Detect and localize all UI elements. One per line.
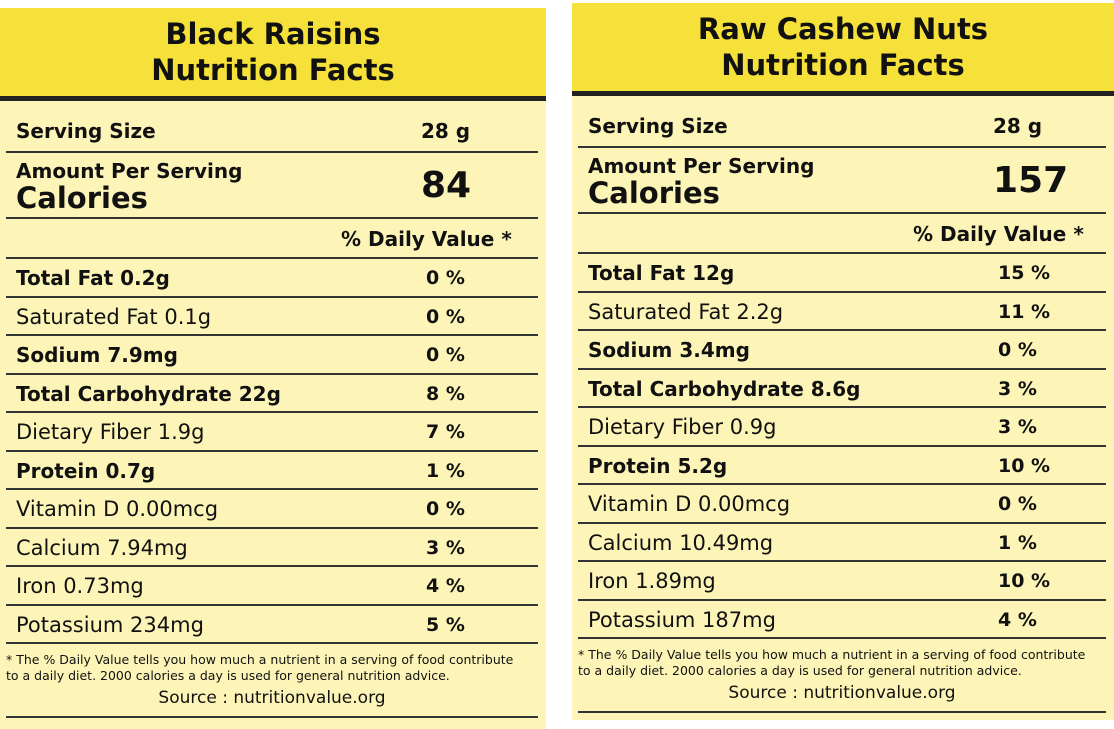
amount-label: Amount Per Serving	[16, 159, 243, 183]
nutrient-row: Total Carbohydrate 22g 8 %	[6, 375, 538, 413]
nutrient-label: Vitamin D 0.00mcg	[588, 492, 791, 516]
nutrient-value: 15 %	[998, 262, 1051, 284]
nutrient-row: Iron 1.89mg 10 %	[578, 562, 1106, 601]
nutrient-label: Potassium 234mg	[16, 612, 204, 637]
nutrient-label: Saturated Fat 2.2g	[588, 299, 784, 324]
nutrient-value: 0 %	[998, 339, 1037, 361]
serving-size-row: Serving Size 28 g	[578, 96, 1106, 148]
source: Source : nutritionvalue.org	[578, 683, 1106, 713]
nutrient-label: Total Carbohydrate 22g	[16, 381, 281, 406]
nutrient-value: 0 %	[998, 493, 1037, 515]
nutrient-row: Calcium 7.94mg 3 %	[6, 529, 538, 567]
calories-value: 84	[421, 165, 472, 206]
nutrient-row: Total Fat 0.2g 0 %	[6, 259, 538, 298]
nutrient-label: Sodium 3.4mg	[588, 338, 750, 362]
nutrient-row: Vitamin D 0.00mcg 0 %	[578, 485, 1106, 524]
nutrient-row: Dietary Fiber 1.9g 7 %	[6, 413, 538, 452]
nutrient-label: Total Fat 0.2g	[16, 266, 170, 290]
nutrient-label: Protein 5.2g	[588, 453, 728, 478]
panel-title: Black Raisins	[165, 17, 381, 51]
nutrient-row: Potassium 187mg 4 %	[578, 601, 1106, 639]
nutrient-row: Protein 0.7g 1 %	[6, 452, 538, 490]
nutrient-value: 0 %	[426, 305, 465, 328]
amount-label: Amount Per Serving	[588, 154, 815, 178]
nutrient-value: 0 %	[426, 498, 465, 520]
nutrient-row: Total Fat 12g 15 %	[578, 254, 1106, 293]
nutrient-label: Iron 1.89mg	[588, 569, 716, 593]
nutrient-label: Dietary Fiber 1.9g	[16, 420, 205, 444]
panel-header: Raw Cashew Nuts Nutrition Facts	[572, 3, 1114, 96]
calories-row: Amount Per Serving Calories 84	[6, 153, 538, 219]
footnote: * The % Daily Value tells you how much a…	[6, 652, 538, 684]
nutrient-value: 3 %	[998, 416, 1037, 438]
nutrient-row: Saturated Fat 0.1g 0 %	[6, 298, 538, 336]
nutrient-row: Total Carbohydrate 8.6g 3 %	[578, 370, 1106, 408]
nutrient-label: Calcium 10.49mg	[588, 530, 774, 555]
nutrient-value: 10 %	[998, 454, 1051, 477]
footnote-line: * The % Daily Value tells you how much a…	[6, 652, 514, 667]
daily-value-header: % Daily Value *	[341, 227, 512, 251]
nutrient-row: Dietary Fiber 0.9g 3 %	[578, 408, 1106, 447]
nutrient-label: Dietary Fiber 0.9g	[588, 415, 777, 439]
calories-row: Amount Per Serving Calories 157	[578, 148, 1106, 214]
daily-value-header-row: % Daily Value *	[578, 214, 1106, 254]
nutrient-value: 11 %	[998, 300, 1051, 323]
nutrient-value: 3 %	[998, 377, 1037, 400]
nutrient-label: Calcium 7.94mg	[16, 535, 188, 560]
nutrient-label: Saturated Fat 0.1g	[16, 304, 212, 329]
nutrient-value: 7 %	[426, 421, 465, 443]
nutrient-value: 0 %	[426, 344, 465, 366]
nutrient-row: Sodium 7.9mg 0 %	[6, 336, 538, 375]
nutrient-value: 10 %	[998, 570, 1051, 592]
serving-size-value: 28 g	[421, 119, 471, 143]
source: Source : nutritionvalue.org	[6, 688, 538, 718]
nutrient-value: 4 %	[426, 575, 465, 597]
nutrient-label: Iron 0.73mg	[16, 574, 144, 598]
footnote-line: * The % Daily Value tells you how much a…	[578, 647, 1086, 662]
nutrient-label: Protein 0.7g	[16, 458, 156, 483]
nutrient-value: 4 %	[998, 608, 1037, 631]
nutrient-value: 5 %	[426, 613, 465, 636]
nutrient-row: Iron 0.73mg 4 %	[6, 567, 538, 606]
nutrient-row: Sodium 3.4mg 0 %	[578, 331, 1106, 370]
calories-label: Calories	[588, 176, 720, 210]
serving-size-label: Serving Size	[16, 119, 156, 143]
footnote-line: to a daily diet. 2000 calories a day is …	[578, 663, 1022, 678]
serving-size-value: 28 g	[993, 114, 1043, 138]
nutrition-panel: Black Raisins Nutrition Facts Serving Size…	[0, 8, 546, 729]
nutrient-row: Potassium 234mg 5 %	[6, 606, 538, 644]
footnote: * The % Daily Value tells you how much a…	[578, 647, 1106, 679]
calories-label: Calories	[16, 181, 148, 215]
nutrient-label: Total Fat 12g	[588, 261, 735, 285]
nutrient-label: Sodium 7.9mg	[16, 343, 178, 367]
nutrient-label: Vitamin D 0.00mcg	[16, 497, 219, 521]
daily-value-header-row: % Daily Value *	[6, 219, 538, 259]
panel-header: Black Raisins Nutrition Facts	[0, 8, 546, 101]
panel-title: Nutrition Facts	[151, 53, 395, 87]
footnote-line: to a daily diet. 2000 calories a day is …	[6, 668, 450, 683]
nutrient-value: 3 %	[426, 536, 465, 559]
serving-size-label: Serving Size	[588, 114, 728, 138]
nutrient-row: Protein 5.2g 10 %	[578, 447, 1106, 485]
panel-title: Nutrition Facts	[721, 48, 965, 82]
calories-value: 157	[993, 160, 1069, 201]
nutrient-row: Calcium 10.49mg 1 %	[578, 524, 1106, 562]
nutrition-panel: Raw Cashew Nuts Nutrition Facts Serving Si…	[572, 3, 1114, 720]
nutrient-value: 8 %	[426, 382, 465, 405]
nutrient-label: Total Carbohydrate 8.6g	[588, 376, 861, 401]
nutrient-row: Vitamin D 0.00mcg 0 %	[6, 490, 538, 529]
nutrient-value: 1 %	[998, 531, 1037, 554]
nutrient-value: 0 %	[426, 267, 465, 289]
daily-value-header: % Daily Value *	[913, 222, 1084, 246]
nutrient-label: Potassium 187mg	[588, 607, 776, 632]
nutrient-value: 1 %	[426, 459, 465, 482]
serving-size-row: Serving Size 28 g	[6, 101, 538, 153]
panel-title: Raw Cashew Nuts	[697, 12, 989, 46]
nutrient-row: Saturated Fat 2.2g 11 %	[578, 293, 1106, 331]
